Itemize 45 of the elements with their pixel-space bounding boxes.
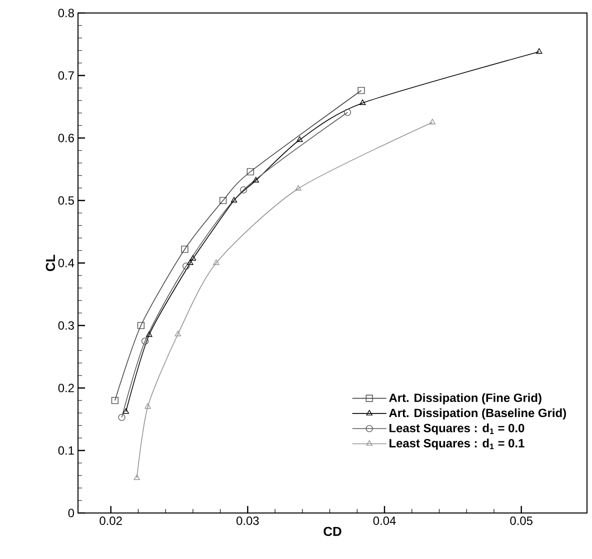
point bbox=[246, 168, 254, 176]
point bbox=[134, 474, 140, 480]
point bbox=[146, 331, 152, 337]
y-axis-title: CL bbox=[46, 254, 56, 272]
y-tick-label: 0.7 bbox=[58, 71, 74, 80]
y-tick-label: 0.6 bbox=[58, 134, 74, 142]
legend-label: Art. Dissipation (Fine Grid) bbox=[389, 393, 542, 404]
point bbox=[358, 86, 365, 94]
point bbox=[296, 136, 303, 142]
y-tick-label: 0 bbox=[68, 508, 74, 518]
x-tick-label: 0.03 bbox=[236, 516, 259, 525]
point bbox=[187, 259, 194, 265]
point bbox=[174, 330, 181, 336]
legend-label: Least Squares : d$_{1}$ = 0.0 bbox=[390, 424, 524, 435]
y-tick-label: 0.2 bbox=[58, 384, 74, 392]
point bbox=[142, 338, 149, 345]
y-tick-label: 0.5 bbox=[58, 196, 74, 205]
x-tick-label: 0.04 bbox=[373, 516, 396, 525]
point bbox=[118, 414, 126, 421]
y-tick-label: 0.8 bbox=[58, 8, 74, 18]
legend-label: Art. Dissipation (Baseline Grid) bbox=[389, 408, 566, 420]
point bbox=[429, 118, 436, 124]
x-tick-label: 0.02 bbox=[100, 516, 122, 525]
legend-label: Least Squares : d$_{1}$ = 0.1 bbox=[390, 438, 524, 450]
y-tick-label: 0.4 bbox=[58, 258, 74, 268]
point bbox=[240, 186, 248, 194]
point bbox=[190, 255, 196, 261]
point bbox=[536, 48, 542, 54]
point bbox=[137, 322, 144, 330]
point bbox=[230, 196, 238, 202]
point bbox=[295, 185, 302, 191]
point bbox=[213, 259, 220, 265]
point bbox=[360, 99, 366, 105]
point bbox=[144, 403, 151, 409]
point bbox=[122, 408, 129, 414]
point bbox=[181, 246, 188, 253]
point bbox=[252, 176, 259, 182]
point bbox=[182, 262, 190, 270]
point bbox=[220, 196, 227, 204]
x-axis-title: CD bbox=[324, 526, 342, 536]
y-tick-label: 0.1 bbox=[58, 446, 74, 455]
x-tick-label: 0.05 bbox=[510, 516, 532, 525]
y-tick-label: 0.3 bbox=[58, 321, 74, 330]
point bbox=[111, 396, 118, 404]
point bbox=[344, 108, 352, 116]
